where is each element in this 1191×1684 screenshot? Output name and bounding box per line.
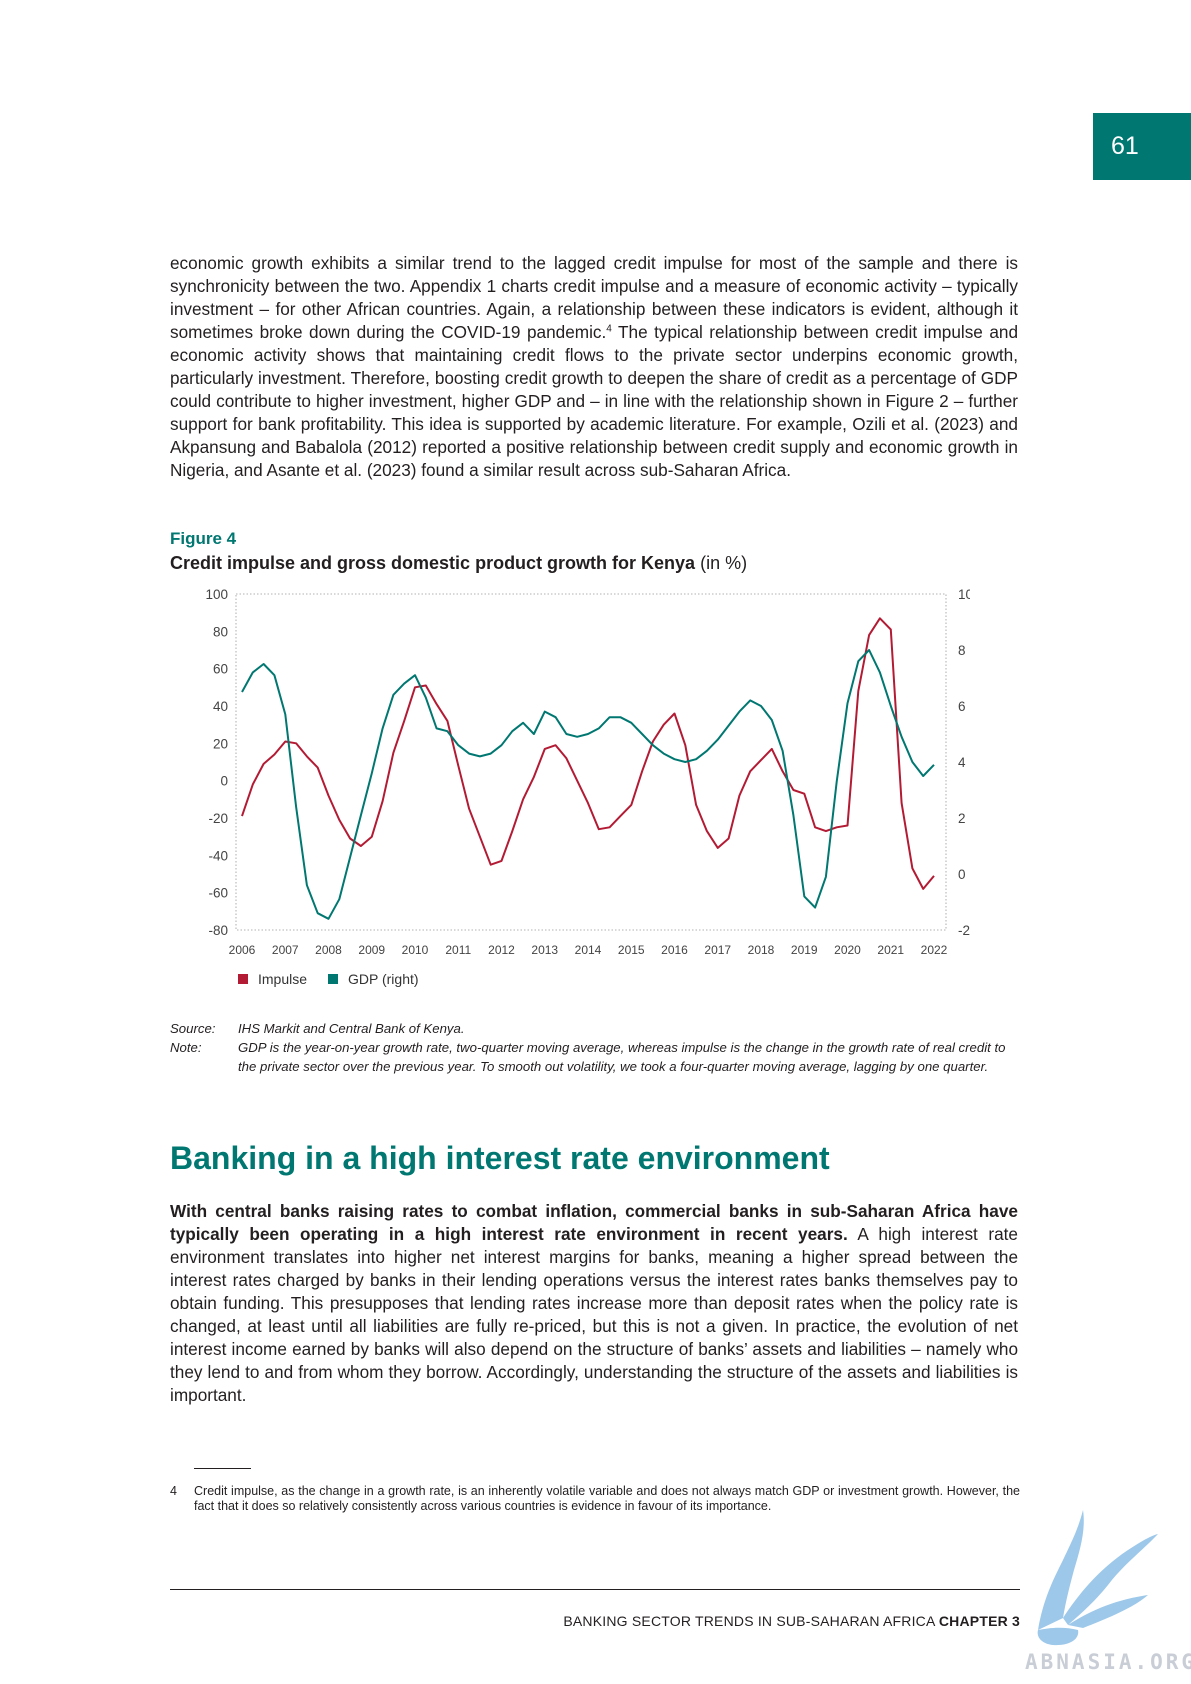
x-axis-tick-label: 2010 [402, 943, 429, 957]
x-axis-tick-label: 2018 [748, 943, 775, 957]
x-axis-tick-label: 2016 [661, 943, 688, 957]
left-axis-tick-label: 60 [213, 662, 228, 677]
figure-notes: Source: IHS Markit and Central Bank of K… [170, 1019, 1020, 1076]
note-row: Note: GDP is the year-on-year growth rat… [170, 1038, 1020, 1076]
x-axis-tick-label: 2009 [358, 943, 385, 957]
legend-label-impulse: Impulse [258, 971, 307, 987]
right-axis-tick-label: 2 [958, 811, 966, 826]
figure-title-unit: (in %) [700, 553, 748, 573]
x-axis-tick-label: 2006 [229, 943, 256, 957]
intro-paragraph-text-cont: The typical relationship between credit … [170, 322, 1019, 480]
section-heading: Banking in a high interest rate environm… [170, 1140, 830, 1176]
footer-rule [170, 1589, 1020, 1590]
left-axis-tick-label: 40 [213, 699, 228, 714]
x-axis-tick-label: 2020 [834, 943, 861, 957]
series-line-impulse [241, 617, 935, 890]
right-axis-tick-label: -2 [958, 923, 970, 938]
running-title: BANKING SECTOR TRENDS IN SUB-SAHARAN AFR… [563, 1613, 935, 1629]
footnote-reference: 4 [606, 323, 612, 335]
x-axis-tick-label: 2017 [704, 943, 731, 957]
section-lead: With central banks raising rates to comb… [170, 1201, 1018, 1244]
x-axis-tick-label: 2008 [315, 943, 342, 957]
x-axis-tick-label: 2011 [445, 943, 471, 957]
figure-title: Credit impulse and gross domestic produc… [170, 553, 747, 574]
right-axis-tick-label: 8 [958, 643, 966, 658]
source-label: Source: [170, 1021, 216, 1036]
right-axis-tick-label: 4 [958, 755, 966, 770]
watermark-text: ABNASIA.ORG [1025, 1650, 1191, 1674]
note-text: GDP is the year-on-year growth rate, two… [238, 1040, 1006, 1074]
footnote-number: 4 [170, 1484, 177, 1498]
source-text: IHS Markit and Central Bank of Kenya. [238, 1021, 465, 1036]
x-axis-tick-label: 2022 [921, 943, 948, 957]
running-footer: BANKING SECTOR TRENDS IN SUB-SAHARAN AFR… [563, 1613, 1020, 1629]
intro-paragraph-text: economic growth exhibits a similar trend… [170, 253, 1018, 342]
note-label: Note: [170, 1040, 202, 1055]
chapter-label: CHAPTER 3 [938, 1613, 1020, 1629]
figure-label: Figure 4 [170, 529, 237, 548]
x-axis-tick-label: 2013 [531, 943, 558, 957]
watermark-bird-icon [1037, 1510, 1158, 1646]
page-number: 61 [1111, 132, 1139, 160]
x-axis-tick-label: 2015 [618, 943, 645, 957]
section-paragraph: With central banks raising rates to comb… [170, 1200, 1018, 1407]
x-axis-tick-label: 2007 [272, 943, 299, 957]
left-axis-tick-label: 0 [220, 774, 228, 789]
plot-frame [235, 593, 947, 931]
source-row: Source: IHS Markit and Central Bank of K… [170, 1019, 1020, 1038]
x-axis-tick-label: 2019 [791, 943, 818, 957]
x-axis-tick-label: 2014 [575, 943, 602, 957]
footnote-text: Credit impulse, as the change in a growt… [194, 1484, 1020, 1513]
right-axis-tick-label: 0 [958, 867, 966, 882]
footnote: 4 Credit impulse, as the change in a gro… [170, 1484, 1020, 1514]
left-axis-tick-label: 100 [205, 587, 228, 602]
right-axis-tick-label: 6 [958, 699, 966, 714]
intro-paragraph: economic growth exhibits a similar trend… [170, 252, 1018, 482]
section-body-text: A high interest rate environment transla… [170, 1224, 1018, 1405]
figure-title-text: Credit impulse and gross domestic produc… [170, 553, 696, 573]
series-line-gdp [241, 649, 935, 920]
left-axis-tick-label: -60 [208, 886, 228, 901]
legend-label-gdp: GDP (right) [348, 971, 419, 987]
left-axis-tick-label: 20 [213, 736, 228, 751]
left-axis-tick-label: -40 [208, 848, 228, 863]
right-axis-tick-label: 10 [958, 587, 970, 602]
footnote-rule [194, 1468, 251, 1469]
page-number-tab: 61 [1093, 113, 1191, 180]
legend-swatch-impulse [238, 974, 248, 984]
legend-swatch-gdp [328, 974, 338, 984]
left-axis-tick-label: -20 [208, 811, 228, 826]
left-axis-tick-label: 80 [213, 624, 228, 639]
left-axis-tick-label: -80 [208, 923, 228, 938]
x-axis-tick-label: 2012 [488, 943, 515, 957]
x-axis-tick-label: 2021 [877, 943, 904, 957]
